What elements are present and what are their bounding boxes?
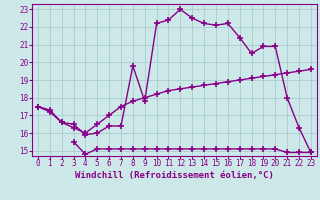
X-axis label: Windchill (Refroidissement éolien,°C): Windchill (Refroidissement éolien,°C) [75, 171, 274, 180]
